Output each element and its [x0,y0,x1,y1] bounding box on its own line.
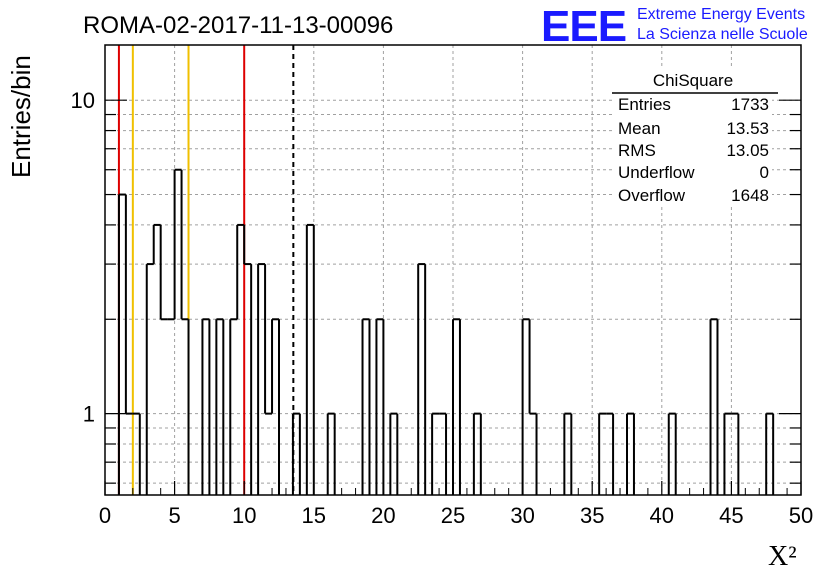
x-tick-label: 10 [232,503,256,528]
eee-logo: EEE Extreme Energy Events La Scienza nel… [541,2,808,51]
stats-value: 0 [760,163,769,182]
stats-label: Entries [618,95,671,114]
stats-value: 1733 [731,95,769,114]
stats-box: ChiSquare Entries 1733 Mean 13.53 RMS 13… [612,67,778,207]
x-tick-label: 40 [650,503,674,528]
x-tick-label: 0 [99,503,111,528]
x-tick-label: 50 [789,503,813,528]
x-axis-label: X² [768,541,797,572]
stats-label: Overflow [618,186,686,205]
x-tick-label: 45 [719,503,743,528]
stats-value: 13.05 [726,141,769,160]
stats-label: Underflow [618,163,695,182]
x-tick-label: 25 [441,503,465,528]
eee-logo-mark: EEE [541,2,626,51]
stats-value: 13.53 [726,119,769,138]
x-tick-label: 20 [371,503,395,528]
chart-title: ROMA-02-2017-11-13-00096 [83,12,393,39]
x-tick-label: 35 [580,503,604,528]
x-tick-label: 30 [510,503,534,528]
y-tick-label: 1 [83,402,95,427]
axis-ticks: 0 5 10 15 20 25 30 35 40 45 50 1 10 [71,88,814,528]
stats-box-bg [612,67,772,207]
histogram-bars [117,168,775,495]
stats-value: 1648 [731,186,769,205]
stats-label: Mean [618,119,661,138]
y-tick-label: 10 [71,88,95,113]
x-tick-label: 15 [302,503,326,528]
stats-title: ChiSquare [653,71,733,90]
x-tick-label: 5 [168,503,180,528]
y-axis-label: Entries/bin [6,55,36,178]
eee-logo-line1: Extreme Energy Events [637,6,805,23]
eee-logo-line2: La Scienza nelle Scuole [637,26,808,43]
stats-label: RMS [618,141,656,160]
